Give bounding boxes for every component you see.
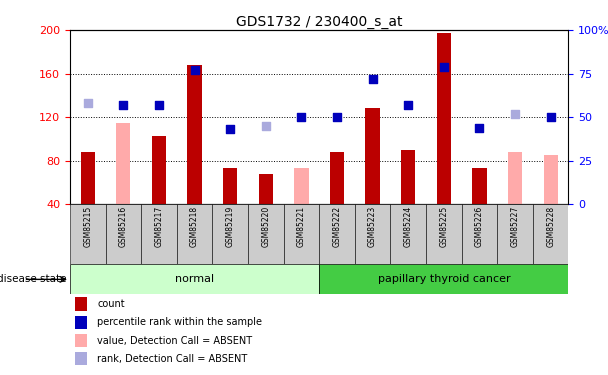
Point [332, 114, 342, 120]
Text: GSM85227: GSM85227 [511, 206, 520, 248]
Point [226, 126, 235, 132]
Bar [330, 152, 344, 204]
Bar [472, 168, 486, 204]
Text: rank, Detection Call = ABSENT: rank, Detection Call = ABSENT [97, 354, 247, 364]
Point [439, 64, 449, 70]
Text: GSM85221: GSM85221 [297, 206, 306, 247]
Bar [75, 334, 88, 347]
Bar [437, 33, 451, 204]
Text: percentile rank within the sample: percentile rank within the sample [97, 317, 262, 327]
Bar [106, 204, 141, 264]
Point [510, 111, 520, 117]
Text: papillary thyroid cancer: papillary thyroid cancer [378, 274, 510, 284]
Bar [70, 204, 106, 264]
Point [154, 102, 164, 108]
Bar [508, 152, 522, 204]
Bar [223, 168, 237, 204]
Point [403, 102, 413, 108]
Bar [426, 204, 461, 264]
Text: GSM85226: GSM85226 [475, 206, 484, 248]
Bar [177, 204, 212, 264]
Bar [212, 204, 248, 264]
Bar [401, 150, 415, 204]
Bar [319, 204, 355, 264]
Bar [187, 65, 202, 204]
Bar [116, 123, 131, 204]
Point [261, 123, 271, 129]
Title: GDS1732 / 230400_s_at: GDS1732 / 230400_s_at [236, 15, 402, 29]
Text: GSM85219: GSM85219 [226, 206, 235, 248]
Bar [355, 204, 390, 264]
Point [368, 76, 378, 82]
Point [190, 67, 199, 73]
Bar [294, 168, 308, 204]
Text: count: count [97, 299, 125, 309]
Point [297, 114, 306, 120]
Bar [544, 155, 558, 204]
Text: GSM85218: GSM85218 [190, 206, 199, 247]
Bar [70, 264, 319, 294]
Bar [497, 204, 533, 264]
Text: value, Detection Call = ABSENT: value, Detection Call = ABSENT [97, 336, 252, 345]
Text: GSM85220: GSM85220 [261, 206, 271, 248]
Point [475, 124, 485, 130]
Bar [141, 204, 177, 264]
Bar [81, 152, 95, 204]
Bar [152, 136, 166, 204]
Bar [365, 108, 380, 204]
Bar [75, 297, 88, 310]
Bar [319, 264, 568, 294]
Text: disease state: disease state [0, 274, 67, 284]
Bar [461, 204, 497, 264]
Text: normal: normal [175, 274, 214, 284]
Bar [258, 174, 273, 204]
Bar [533, 204, 568, 264]
Text: GSM85225: GSM85225 [440, 206, 448, 248]
Text: GSM85217: GSM85217 [154, 206, 164, 248]
Text: GSM85216: GSM85216 [119, 206, 128, 248]
Text: GSM85223: GSM85223 [368, 206, 377, 248]
Bar [75, 316, 88, 329]
Bar [75, 352, 88, 365]
Bar [283, 204, 319, 264]
Point [546, 114, 556, 120]
Text: GSM85215: GSM85215 [83, 206, 92, 248]
Point [83, 100, 92, 106]
Point [119, 102, 128, 108]
Bar [248, 204, 283, 264]
Text: GSM85224: GSM85224 [404, 206, 413, 248]
Text: GSM85228: GSM85228 [546, 206, 555, 247]
Text: GSM85222: GSM85222 [333, 206, 342, 247]
Bar [390, 204, 426, 264]
